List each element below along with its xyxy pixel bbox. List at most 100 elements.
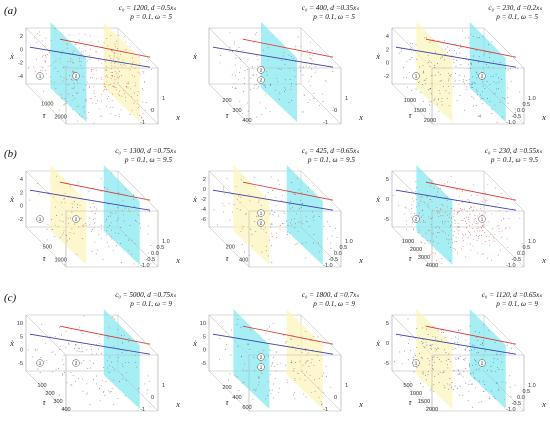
- panel-title-params: c₀ = 1200, d =0.5xₛ: [119, 4, 177, 12]
- orbit-point: [325, 376, 327, 378]
- orbit-point: [66, 47, 68, 49]
- region-marker-label: 2: [481, 74, 484, 79]
- orbit-point: [443, 370, 445, 372]
- orbit-point: [125, 100, 127, 102]
- orbit-point: [260, 204, 262, 206]
- orbit-point: [465, 256, 466, 258]
- orbit-point: [44, 45, 46, 47]
- orbit-point: [78, 32, 80, 34]
- orbit-point: [446, 238, 448, 240]
- orbit-point: [257, 201, 259, 203]
- orbit-point: [150, 263, 152, 265]
- orbit-point: [410, 212, 412, 214]
- orbit-point: [89, 55, 91, 57]
- orbit-point: [229, 46, 231, 48]
- orbit-point: [76, 253, 78, 255]
- orbit-point: [300, 221, 302, 223]
- ydot-tick-label: 0: [386, 341, 389, 347]
- orbit-point: [272, 362, 274, 364]
- orbit-point: [423, 70, 424, 72]
- orbit-point: [62, 98, 64, 100]
- orbit-point: [449, 213, 451, 215]
- orbit-point: [115, 46, 116, 48]
- orbit-point: [447, 234, 449, 236]
- orbit-point: [302, 74, 304, 76]
- orbit-point: [272, 322, 274, 324]
- orbit-point: [135, 220, 136, 222]
- orbit-point: [424, 82, 426, 84]
- orbit-point: [54, 206, 56, 208]
- orbit-point: [437, 330, 439, 332]
- orbit-point: [326, 81, 328, 83]
- orbit-point: [268, 338, 270, 340]
- orbit-point: [454, 385, 456, 387]
- orbit-point: [101, 63, 103, 65]
- tau-tick-label: 1000: [41, 101, 53, 107]
- trajectory-red: [242, 38, 334, 58]
- orbit-point: [312, 242, 314, 244]
- orbit-point: [481, 200, 483, 202]
- orbit-point: [242, 112, 244, 114]
- orbit-point: [454, 240, 456, 242]
- x-tick-label: 0.5: [523, 245, 531, 251]
- orbit-point: [59, 346, 61, 347]
- orbit-point: [42, 54, 44, 56]
- panel-title-params: c₀ = 400, d =0.35xₛ: [302, 4, 360, 12]
- orbit-point: [309, 42, 311, 44]
- orbit-point: [429, 389, 431, 391]
- orbit-point: [428, 60, 430, 62]
- orbit-point: [515, 112, 516, 113]
- orbit-point: [141, 88, 143, 89]
- orbit-point: [472, 184, 474, 186]
- orbit-point: [256, 116, 258, 118]
- tau-tick-label: 1500: [418, 399, 430, 405]
- trajectory-red: [425, 325, 517, 345]
- orbit-point: [466, 226, 468, 228]
- orbit-point: [82, 333, 84, 335]
- orbit-point: [108, 84, 110, 86]
- orbit-point: [287, 225, 289, 226]
- orbit-point: [311, 68, 313, 70]
- orbit-point: [406, 60, 408, 62]
- orbit-point: [494, 93, 496, 95]
- orbit-point: [244, 83, 245, 85]
- orbit-point: [407, 318, 409, 320]
- orbit-point: [482, 81, 483, 83]
- orbit-point: [484, 87, 486, 89]
- orbit-point: [468, 350, 470, 352]
- orbit-point: [270, 245, 272, 246]
- orbit-point: [403, 213, 405, 215]
- orbit-point: [120, 335, 122, 337]
- orbit-point: [412, 222, 414, 224]
- orbit-point: [74, 44, 76, 46]
- orbit-point: [144, 383, 146, 385]
- orbit-point: [473, 219, 475, 221]
- orbit-point: [119, 90, 121, 92]
- orbit-point: [505, 382, 507, 384]
- orbit-point: [131, 95, 133, 97]
- orbit-point: [458, 358, 460, 360]
- panel-title-forcing: p = 0.1, ω = 9: [312, 300, 355, 308]
- orbit-point: [297, 372, 299, 374]
- orbit-point: [489, 84, 491, 85]
- orbit-point: [424, 221, 426, 223]
- orbit-point: [446, 97, 448, 99]
- x-tick-label: 1: [345, 383, 348, 389]
- orbit-point: [61, 373, 63, 375]
- orbit-point: [120, 109, 122, 111]
- trajectory-blue: [395, 189, 517, 211]
- orbit-point: [294, 223, 296, 225]
- orbit-point: [458, 204, 460, 205]
- orbit-point: [124, 361, 126, 363]
- orbit-point: [46, 228, 48, 230]
- orbit-point: [429, 113, 430, 115]
- xdot-axis-label: ẋ: [192, 339, 197, 348]
- orbit-point: [255, 388, 257, 390]
- orbit-point: [117, 82, 119, 84]
- orbit-point: [80, 362, 82, 364]
- orbit-point: [430, 62, 432, 64]
- orbit-point: [462, 30, 463, 32]
- orbit-point: [475, 71, 477, 73]
- orbit-point: [132, 61, 134, 63]
